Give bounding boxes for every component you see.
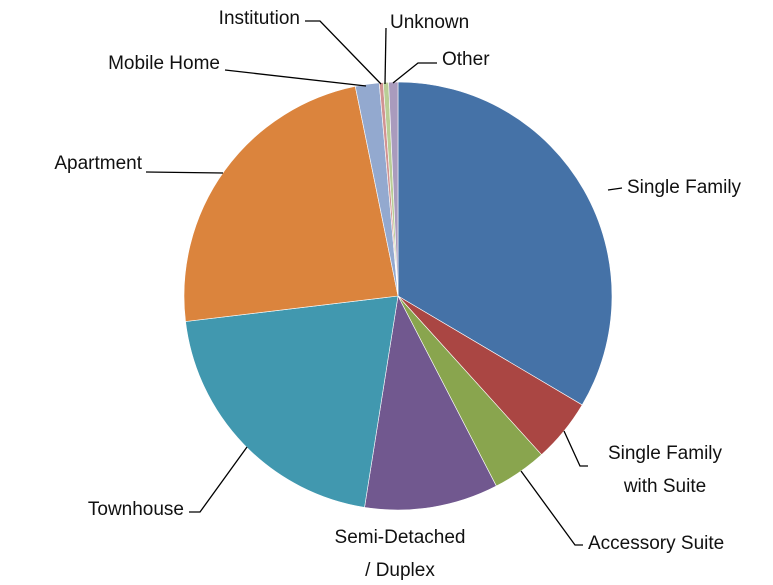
slice-label: Mobile Home: [108, 53, 220, 74]
leader-line: [145, 171, 224, 174]
slice-label: Semi-Detached / Duplex: [334, 527, 466, 581]
leader-line: [563, 430, 588, 467]
pie-slice: [185, 295, 399, 508]
slice-label: Unknown: [390, 12, 470, 33]
leader-line: [392, 62, 437, 84]
slice-label: Accessory Suite: [588, 533, 725, 554]
slice-label: Single Family: [627, 177, 742, 198]
slice-label: Apartment: [54, 153, 142, 174]
pie-slice: [397, 81, 613, 406]
slice-label: Townhouse: [87, 499, 184, 520]
slice-label: Institution: [218, 8, 300, 29]
leader-line: [305, 20, 382, 85]
leader-line: [607, 187, 623, 191]
slice-label: Other: [442, 49, 490, 70]
leader-line: [520, 470, 583, 546]
pie-slice: [364, 295, 497, 511]
pie-slice: [183, 85, 399, 322]
leader-line: [224, 69, 367, 87]
leader-line: [384, 27, 387, 85]
leader-line: [189, 446, 248, 513]
slice-label: Single Family with Suite: [607, 443, 723, 497]
